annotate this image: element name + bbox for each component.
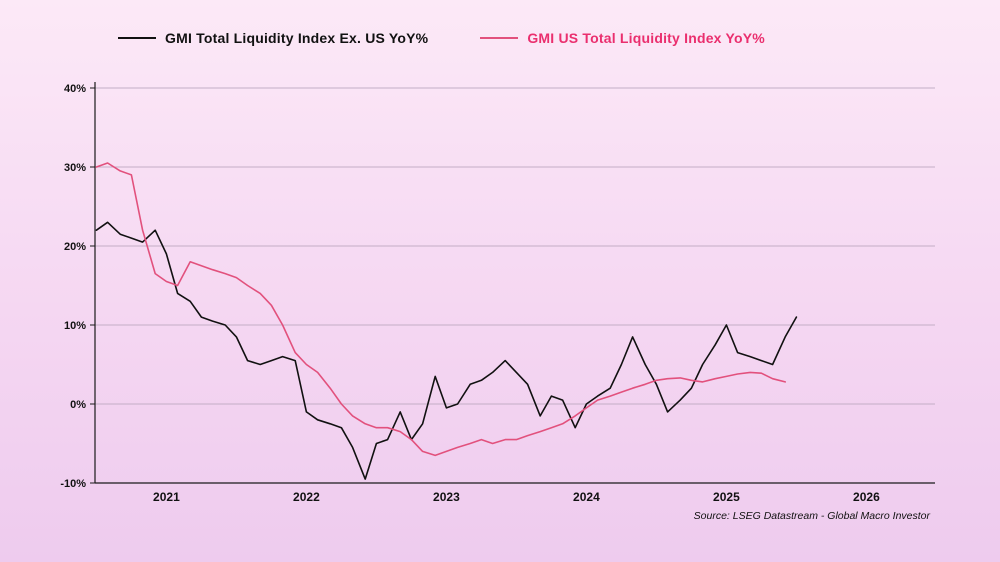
svg-text:0%: 0% (70, 399, 86, 411)
svg-text:2025: 2025 (713, 490, 740, 504)
us-legend-label: GMI US Total Liquidity Index YoY% (527, 30, 765, 46)
svg-text:2022: 2022 (293, 490, 320, 504)
chart-legend: GMI Total Liquidity Index Ex. US YoY% GM… (118, 30, 765, 46)
svg-text:2026: 2026 (853, 490, 880, 504)
svg-text:10%: 10% (64, 320, 86, 332)
svg-text:2021: 2021 (153, 490, 180, 504)
svg-text:30%: 30% (64, 162, 86, 174)
ex-us-line-swatch-icon (118, 37, 156, 39)
svg-text:20%: 20% (64, 241, 86, 253)
legend-item-ex-us: GMI Total Liquidity Index Ex. US YoY% (118, 30, 428, 46)
svg-text:2023: 2023 (433, 490, 460, 504)
us-line-swatch-icon (480, 37, 519, 39)
svg-text:-10%: -10% (60, 478, 86, 490)
legend-item-us: GMI US Total Liquidity Index YoY% (480, 30, 765, 46)
ex-us-legend-label: GMI Total Liquidity Index Ex. US YoY% (165, 30, 429, 46)
svg-text:2024: 2024 (573, 490, 600, 504)
source-note: Source: LSEG Datastream - Global Macro I… (693, 510, 930, 522)
svg-text:40%: 40% (64, 83, 86, 95)
